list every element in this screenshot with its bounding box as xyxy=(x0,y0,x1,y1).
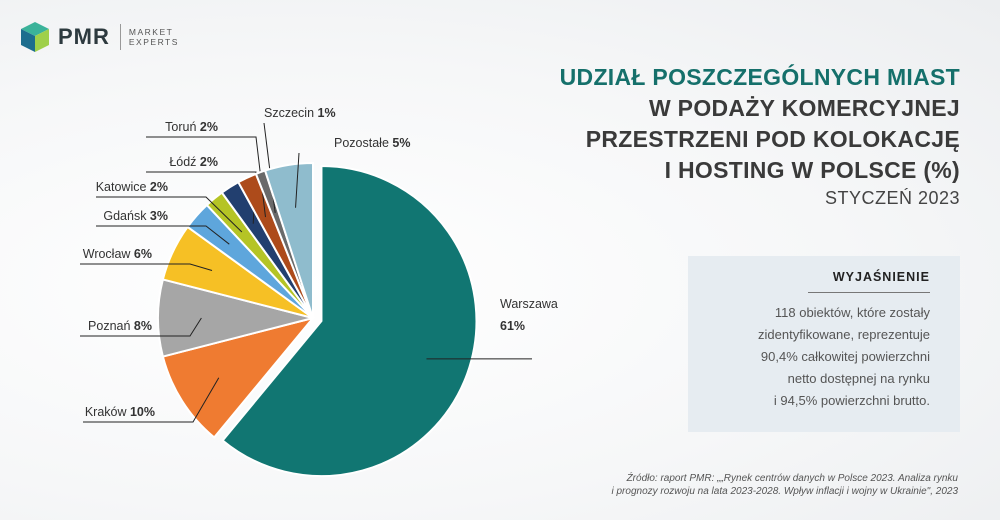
title-line-2: W PODAŻY KOMERCYJNEJ xyxy=(648,95,960,121)
slice-label: Gdańsk 3% xyxy=(103,209,168,223)
explanation-box: WYJAŚNIENIE 118 obiektów, które zostały … xyxy=(688,256,960,432)
leader-line-2 xyxy=(83,377,220,423)
slice-label: Katowice 2% xyxy=(96,180,168,194)
brand-logo: PMR MARKET EXPERTS xyxy=(18,20,179,54)
slice-label: Szczecin 1% xyxy=(264,106,336,120)
explanation-divider xyxy=(808,292,930,293)
slice-label-name: Warszawa xyxy=(500,297,558,311)
title-line-3: PRZESTRZENI POD KOLOKACJĘ xyxy=(585,126,960,152)
explanation-line-5: i 94,5% powierzchni brutto. xyxy=(773,393,930,408)
explanation-heading: WYJAŚNIENIE xyxy=(832,270,930,284)
brand-tagline: MARKET EXPERTS xyxy=(129,27,179,47)
source-note: Źródło: raport PMR: „„Rynek centrów dany… xyxy=(612,472,959,498)
explanation-line-2: zidentyfikowane, reprezentuje xyxy=(758,327,930,342)
chart-subtitle: STYCZEŃ 2023 xyxy=(824,188,960,208)
source-line-2: i prognozy rozwoju na lata 2023-2028. Wp… xyxy=(611,486,959,497)
slice-label: Wrocław 6% xyxy=(83,247,152,261)
source-line-1: Źródło: raport PMR: „„Rynek centrów dany… xyxy=(626,473,958,484)
slice-label-value: 61% xyxy=(500,319,525,333)
slice-label: Łódź 2% xyxy=(169,155,218,169)
pie-slice-1 xyxy=(221,165,478,477)
slice-label: Kraków 10% xyxy=(85,405,155,419)
explanation-text: 118 obiektów, które zostały zidentyfikow… xyxy=(690,302,930,412)
chart-title: UDZIAŁ POSZCZEGÓLNYCH MIAST W PODAŻY KOM… xyxy=(560,62,960,210)
leader-line-10 xyxy=(295,152,300,208)
brand-tagline-2: EXPERTS xyxy=(128,37,179,47)
leader-line-5 xyxy=(96,225,230,245)
logo-cube-icon xyxy=(21,22,49,52)
slice-label: Pozostałe 5% xyxy=(334,136,410,150)
slice-label: Toruń 2% xyxy=(165,120,218,134)
leader-line-3 xyxy=(80,317,202,337)
pie-slice-10 xyxy=(263,161,314,319)
explanation-line-1: 118 obiektów, które zostały xyxy=(774,305,930,320)
title-line-4: I HOSTING W POLSCE (%) xyxy=(664,157,960,183)
leader-line-6 xyxy=(96,196,243,233)
explanation-line-4: netto dostępnej na rynku xyxy=(787,371,930,386)
title-line-1: UDZIAŁ POSZCZEGÓLNYCH MIAST xyxy=(559,64,960,90)
brand-tagline-1: MARKET xyxy=(128,27,174,37)
leader-line-4 xyxy=(80,263,213,271)
explanation-line-3: 90,4% całkowitej powierzchni xyxy=(760,349,930,364)
brand-name: PMR xyxy=(58,24,110,49)
slice-label: Poznań 8% xyxy=(88,319,152,333)
brand-divider xyxy=(119,24,121,50)
